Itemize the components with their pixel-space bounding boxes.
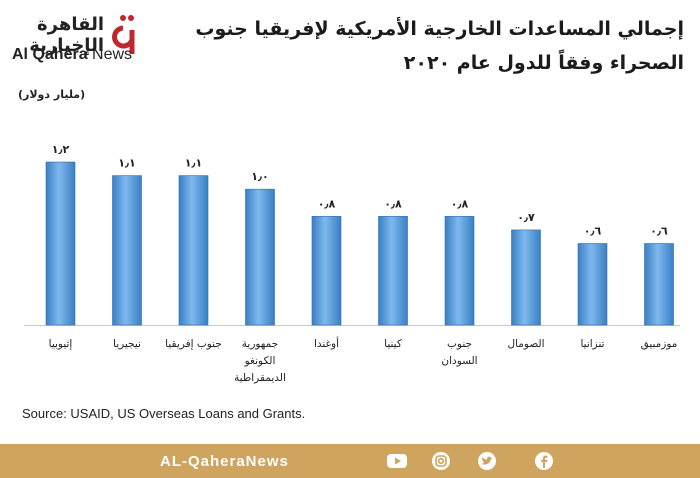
category-label: جنوب إفريقيا bbox=[165, 338, 222, 350]
bar-value-label: ٠٫٨ bbox=[451, 197, 469, 210]
bar-value-label: ٠٫٨ bbox=[318, 197, 336, 210]
footer-bar: AL-QaheraNews bbox=[0, 444, 700, 478]
source-note: Source: USAID, US Overseas Loans and Gra… bbox=[22, 406, 306, 421]
category-label: أوغندا bbox=[314, 336, 339, 350]
bar bbox=[577, 243, 608, 326]
category-label: الكونغو bbox=[244, 355, 276, 367]
logo-mark-icon bbox=[112, 15, 135, 54]
bar bbox=[45, 161, 76, 326]
youtube-icon[interactable] bbox=[386, 451, 408, 471]
bar-value-label: ١٫١ bbox=[185, 157, 203, 170]
category-label: نيجيريا bbox=[113, 338, 141, 350]
instagram-icon[interactable] bbox=[430, 451, 452, 471]
category-label: موزمبيق bbox=[641, 338, 678, 350]
bar bbox=[644, 243, 674, 326]
bar bbox=[178, 175, 209, 326]
bar bbox=[378, 216, 408, 326]
category-label: جمهورية bbox=[242, 338, 278, 350]
unit-label: (مليار دولار) bbox=[18, 88, 86, 101]
category-label: إثيوبيا bbox=[49, 338, 73, 350]
chart-title: إجمالي المساعدات الخارجية الأمريكية لإفر… bbox=[164, 12, 684, 80]
bar-value-label: ١٫٠ bbox=[251, 170, 269, 183]
bar bbox=[311, 216, 342, 326]
chart-title-line-1: إجمالي المساعدات الخارجية الأمريكية لإفر… bbox=[195, 18, 684, 40]
bar bbox=[245, 188, 275, 326]
logo-arabic: القاهرة الإخبارية bbox=[29, 14, 104, 56]
bar-value-label: ٠٫٧ bbox=[517, 211, 535, 224]
category-label: تنزانيا bbox=[580, 338, 604, 350]
bar-value-label: ٠٫٦ bbox=[650, 225, 668, 238]
category-label: كينيا bbox=[384, 338, 402, 350]
twitter-icon[interactable] bbox=[476, 451, 498, 471]
bar-value-label: ١٫٢ bbox=[52, 143, 70, 156]
category-label: جنوب bbox=[447, 338, 472, 350]
footer-handle: AL-QaheraNews bbox=[160, 453, 289, 470]
category-label: الديمقراطية bbox=[234, 372, 286, 384]
bar-chart: ١٫٢ إثيوبيا ١٫١ نيجيريا ١٫١ جنوب إفريقيا ١٫٠ جم… bbox=[24, 143, 680, 384]
bar bbox=[444, 216, 475, 326]
chart-title-line-2: الصحراء وفقاً للدول عام ٢٠٢٠ bbox=[403, 52, 684, 74]
category-label: السودان bbox=[441, 355, 477, 367]
category-label: الصومال bbox=[507, 338, 544, 350]
bar-value-label: ٠٫٨ bbox=[384, 197, 402, 210]
logo-english: Al Qahera News bbox=[12, 46, 133, 63]
facebook-icon[interactable] bbox=[533, 451, 555, 471]
bar bbox=[112, 175, 142, 326]
bar bbox=[511, 229, 541, 326]
bar-value-label: ١٫١ bbox=[118, 157, 136, 170]
logo: القاهرة الإخبارية Al Qahera News bbox=[12, 10, 142, 70]
bar-value-label: ٠٫٦ bbox=[584, 225, 602, 238]
